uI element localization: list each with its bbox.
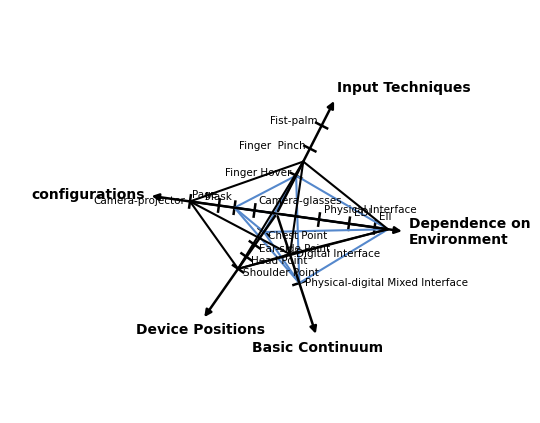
Text: Head Point: Head Point: [251, 256, 307, 266]
Text: Mask: Mask: [205, 192, 232, 202]
Text: EII: EII: [379, 212, 392, 222]
Text: Physical Interface: Physical Interface: [323, 205, 416, 215]
Text: Device Positions: Device Positions: [136, 323, 265, 337]
Text: Digital Interface: Digital Interface: [295, 249, 380, 259]
Text: Fist-palm: Fist-palm: [269, 115, 317, 126]
Text: Finger Hover: Finger Hover: [225, 168, 292, 179]
Text: Camera-projector: Camera-projector: [93, 196, 186, 206]
Text: Ear-side Point: Ear-side Point: [259, 244, 330, 254]
Text: Shoulder Point: Shoulder Point: [242, 268, 319, 277]
Text: Dependence on
Environment: Dependence on Environment: [409, 217, 531, 247]
Text: Chest Point: Chest Point: [268, 231, 328, 241]
Text: configurations: configurations: [31, 188, 144, 202]
Text: Page: Page: [192, 190, 217, 200]
Text: Basic Continuum: Basic Continuum: [253, 341, 383, 355]
Text: Input Techniques: Input Techniques: [338, 80, 471, 94]
Text: Finger  Pinch: Finger Pinch: [239, 141, 306, 151]
Text: Physical-digital Mixed Interface: Physical-digital Mixed Interface: [305, 278, 468, 288]
Text: Camera-glasses: Camera-glasses: [258, 196, 341, 206]
Text: EDI: EDI: [354, 208, 371, 218]
